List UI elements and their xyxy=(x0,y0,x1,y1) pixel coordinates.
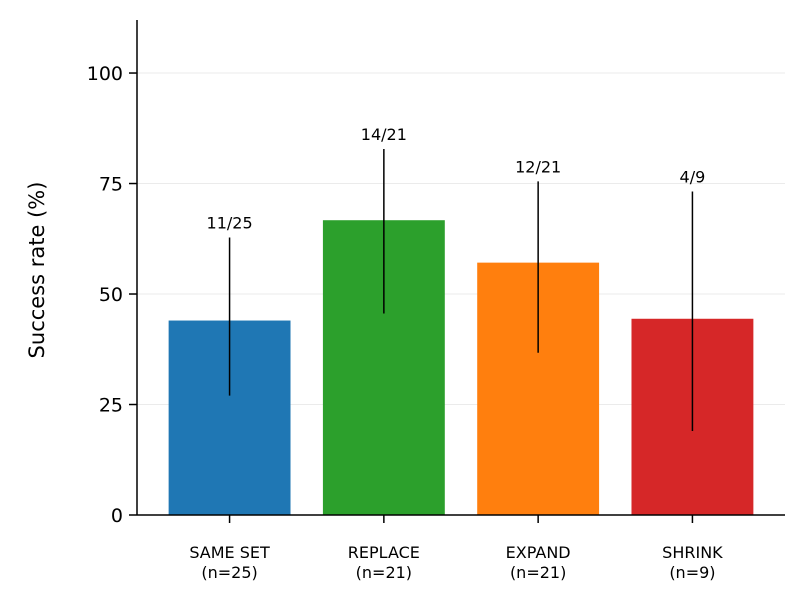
x-tick-label: REPLACE (n=21) xyxy=(348,543,420,582)
value-label: 4/9 xyxy=(680,167,706,186)
y-axis-label: Success rate (%) xyxy=(25,182,49,359)
x-tick-label: EXPAND (n=21) xyxy=(506,543,571,582)
value-label: 14/21 xyxy=(361,125,407,144)
y-tick-label: 0 xyxy=(111,505,123,527)
x-tick-label: SAME SET (n=25) xyxy=(189,543,270,582)
y-tick-label: 50 xyxy=(99,284,123,306)
value-label: 12/21 xyxy=(515,157,561,176)
x-tick-label: SHRINK (n=9) xyxy=(662,543,723,582)
y-tick-label: 25 xyxy=(99,395,123,417)
value-label: 11/25 xyxy=(207,213,253,232)
y-tick-label: 75 xyxy=(99,174,123,196)
y-tick-label: 100 xyxy=(87,63,123,85)
